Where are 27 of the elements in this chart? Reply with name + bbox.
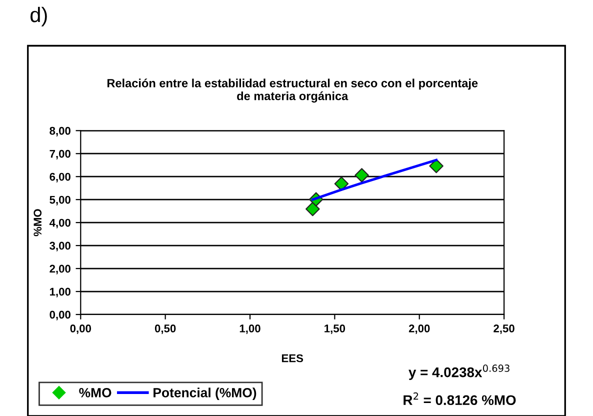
- text: d): [30, 6, 47, 26]
- y-tick-label: 0,00: [50, 310, 70, 320]
- x-tick-label: 1,00: [240, 324, 260, 334]
- chart-title: Relación entre la estabilidad estructural en seco con el porcentaje de materia orgánica: [107, 78, 478, 103]
- point: [306, 202, 320, 216]
- x-axis-title: EES: [282, 354, 304, 362]
- point: [334, 176, 349, 191]
- point: [354, 168, 369, 182]
- y-tick-label: 5,00: [50, 196, 70, 206]
- x-tick-label: 1,50: [324, 324, 346, 334]
- x-tick-label: 2,50: [494, 324, 514, 334]
- y-tick-label: 1,00: [50, 288, 70, 298]
- point: [429, 158, 444, 174]
- legend-label: Potencial (%MO): [154, 388, 256, 400]
- x-tick-label: 0,50: [154, 324, 176, 334]
- legend-label: %MO: [79, 388, 112, 398]
- y-axis-title: %MO: [34, 209, 42, 236]
- y-tick-label: 2,00: [50, 264, 70, 274]
- x-tick-label: 2,00: [408, 324, 430, 334]
- y-tick-label: 3,00: [50, 242, 70, 252]
- y-tick-label: 6,00: [50, 172, 70, 182]
- y-tick-label: 8,00: [50, 126, 70, 136]
- text: R$^{2}$ = 0.8126 %MO: [404, 392, 516, 406]
- y-tick-label: 4,00: [49, 218, 70, 228]
- y-tick-label: 7,00: [50, 150, 70, 160]
- x-tick-label: 0,00: [70, 324, 92, 334]
- text: y = 4.0238x$^{0.693}$: [408, 364, 510, 380]
